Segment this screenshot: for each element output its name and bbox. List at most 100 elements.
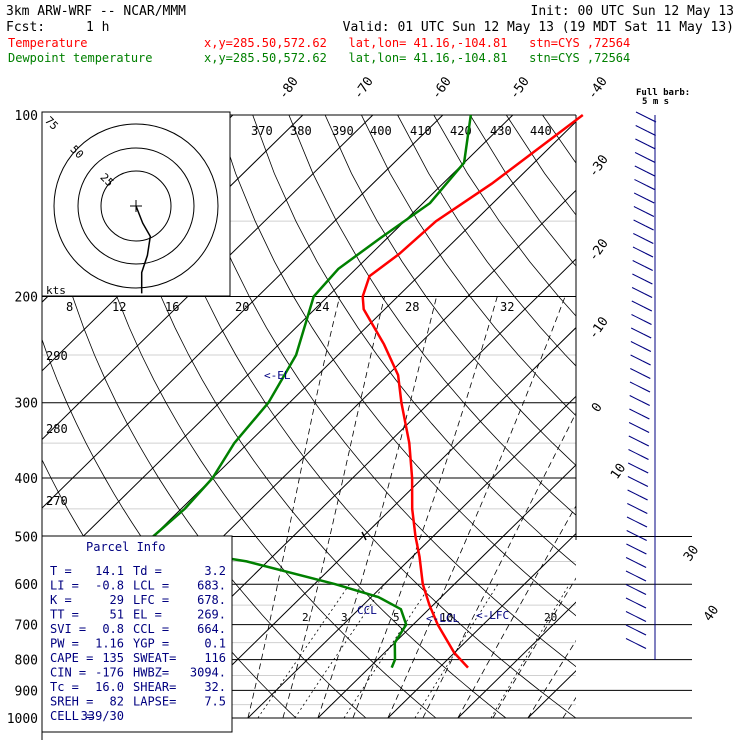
wind-barb-flag <box>628 422 642 429</box>
wind-barb <box>640 427 650 434</box>
hodograph: 25 50 75 kts <box>41 111 231 297</box>
wind-barb-flag <box>633 233 646 240</box>
dry-adiabat <box>651 115 740 718</box>
wind-barb-flag <box>628 435 642 443</box>
isotherm-line <box>177 326 576 719</box>
parcel-info-cell: Td = <box>133 564 162 578</box>
hodograph-trace <box>135 205 152 294</box>
lcl-label: <-LCL <box>426 612 459 625</box>
parcel-info-cell: 29 <box>110 593 124 607</box>
legend-temperature-info: x,y=285.50,572.62 lat,lon= 41.16,-104.81… <box>204 36 630 50</box>
wind-barb-flag <box>625 638 639 645</box>
wind-barb-flag <box>626 516 640 524</box>
isotherm-line <box>317 464 576 719</box>
pressure-label-400: 400 <box>15 472 38 487</box>
parcel-info-frame <box>41 535 233 733</box>
wind-barb-flag <box>625 611 639 618</box>
wind-barb-flag <box>632 260 645 267</box>
wind-barb-flag <box>633 206 647 213</box>
wind-barb-flag <box>630 368 643 375</box>
isotherm-label: -80 <box>276 74 302 102</box>
wind-barb <box>637 589 647 596</box>
wind-barb <box>638 549 647 555</box>
wind-barb-flag <box>630 354 643 362</box>
pressure-label-200: 200 <box>15 291 38 306</box>
isotherm-label: -70 <box>351 74 377 102</box>
isotherm-label: -10 <box>586 314 612 342</box>
parcel-tick <box>361 531 367 541</box>
theta-label: 420 <box>450 124 472 138</box>
isotherm-label: -50 <box>507 74 533 102</box>
wind-barb <box>643 292 653 299</box>
parcel-info-cell: SREH = <box>50 695 93 709</box>
dry-adiabat <box>397 115 576 367</box>
speed-axis-label: 12 <box>112 300 126 314</box>
wind-barb-flag <box>635 111 649 119</box>
moist-adiabat <box>598 297 740 719</box>
dry-adiabat <box>179 115 576 668</box>
moist-adiabat <box>352 296 498 719</box>
dewpoint-line <box>151 114 473 669</box>
isotherm-line <box>668 115 740 718</box>
speed-axis-label: 32 <box>500 300 514 314</box>
hodograph-ring-25 <box>100 170 172 242</box>
dry-adiabat <box>288 115 576 516</box>
wind-barb-flag <box>635 138 648 146</box>
mixing-ratio-label: 20 <box>544 611 557 624</box>
parcel-info-cell: 339/30 <box>81 709 124 723</box>
parcel-info-cell: 3.2 <box>204 564 226 578</box>
wind-barb-flag <box>625 570 639 578</box>
pressure-label-800: 800 <box>15 654 38 669</box>
parcel-info-cell: K = <box>50 593 72 607</box>
parcel-info-box: Parcel Info T = 14.1 Td = 3.2 LI = -0.8 LCL = 6… <box>41 535 233 733</box>
moist-adiabat <box>457 505 576 719</box>
parcel-info-cell: TT = <box>50 608 79 622</box>
wind-barb-flag <box>627 476 641 483</box>
wind-barb <box>642 373 651 380</box>
isotherm-label: -30 <box>586 152 612 180</box>
lfc-label: <-LFC <box>476 609 509 622</box>
parcel-info-cell: 14.1 <box>95 564 124 578</box>
theta-label: 370 <box>251 124 273 138</box>
pressure-label-1000: 1000 <box>7 712 38 727</box>
hodograph-units: kts <box>46 284 66 297</box>
mixing-ratio-line <box>490 583 570 719</box>
dry-adiabat <box>143 115 576 719</box>
wind-barb <box>642 333 652 339</box>
wind-barb-flag <box>634 152 648 159</box>
theta-label: 400 <box>370 124 392 138</box>
wind-barb-flag <box>629 408 642 416</box>
parcel-info-cell: -0.8 <box>95 579 124 593</box>
dry-adiabat <box>505 115 576 216</box>
wind-barb <box>639 481 649 488</box>
parcel-info-cell: Tc = <box>50 680 79 694</box>
wind-barb <box>642 346 652 353</box>
parcel-info-cell: 116 <box>204 651 226 665</box>
wind-barb <box>638 522 648 528</box>
wind-barb-flag <box>628 449 641 456</box>
mixing-ratio-label: 5 <box>393 611 400 624</box>
wind-barb <box>646 184 655 191</box>
speed-axis: 8 12 16 20 24 28 32 <box>66 300 514 314</box>
parcel-info-cell: 51 <box>110 608 124 622</box>
speed-axis-label: 8 <box>66 300 73 314</box>
parcel-info-cell: 135 <box>102 651 124 665</box>
wind-barb-flag <box>625 557 639 564</box>
parcel-info-cell: 16.0 <box>95 680 124 694</box>
wind-barb <box>640 441 650 447</box>
speed-axis-label: 24 <box>315 300 329 314</box>
isotherm-label: -40 <box>585 74 611 102</box>
wind-barb-flag <box>627 462 641 470</box>
wind-barb <box>637 562 647 569</box>
temperature-line <box>361 114 584 669</box>
pressure-label-700: 700 <box>15 619 38 634</box>
mixing-ratio-line <box>414 583 499 719</box>
parcel-info-cell: 3094. <box>190 666 226 680</box>
dry-adiabat <box>324 115 576 466</box>
wind-barb <box>641 387 651 393</box>
wind-barb-flag <box>629 395 642 402</box>
parcel-info-cell: SWEAT= <box>133 651 176 665</box>
parcel-info-title: Parcel Info <box>86 540 165 554</box>
isotherm-line <box>247 395 576 719</box>
theta-label: 380 <box>290 124 312 138</box>
